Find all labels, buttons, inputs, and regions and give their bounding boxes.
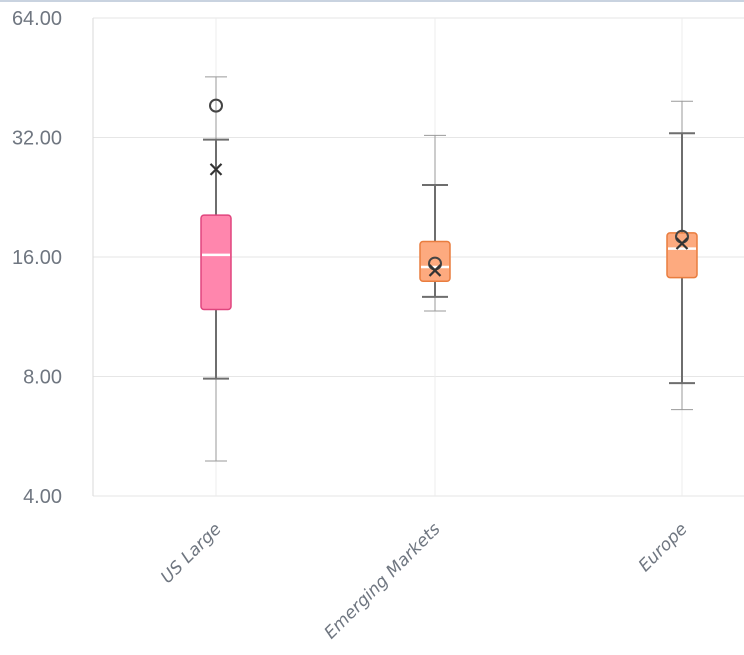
box-iqr <box>200 214 232 311</box>
grid-layer <box>93 17 744 497</box>
box-iqr <box>666 232 698 279</box>
label-layer: 64.00 32.00 16.00 8.00 4.00 US Large Emerging … <box>12 8 692 643</box>
x-category-label: US Large <box>157 519 225 587</box>
box-group-emerging-markets <box>419 134 451 312</box>
box-group-europe <box>666 100 698 411</box>
y-tick-label: 16.00 <box>12 247 62 269</box>
y-tick-label: 64.00 <box>12 8 62 30</box>
box-group-us-large <box>200 76 232 462</box>
mean-marker <box>428 264 442 277</box>
x-category-label: Europe <box>635 519 692 576</box>
y-tick-label: 4.00 <box>23 486 62 508</box>
box-layer <box>200 76 698 462</box>
outlier-point <box>209 98 223 113</box>
y-tick-label: 8.00 <box>23 367 62 389</box>
y-tick-label: 32.00 <box>12 128 62 150</box>
box-iqr <box>419 240 451 283</box>
x-category-label: Emerging Markets <box>321 519 445 643</box>
mean-marker <box>209 163 223 176</box>
mean-marker <box>675 237 689 250</box>
